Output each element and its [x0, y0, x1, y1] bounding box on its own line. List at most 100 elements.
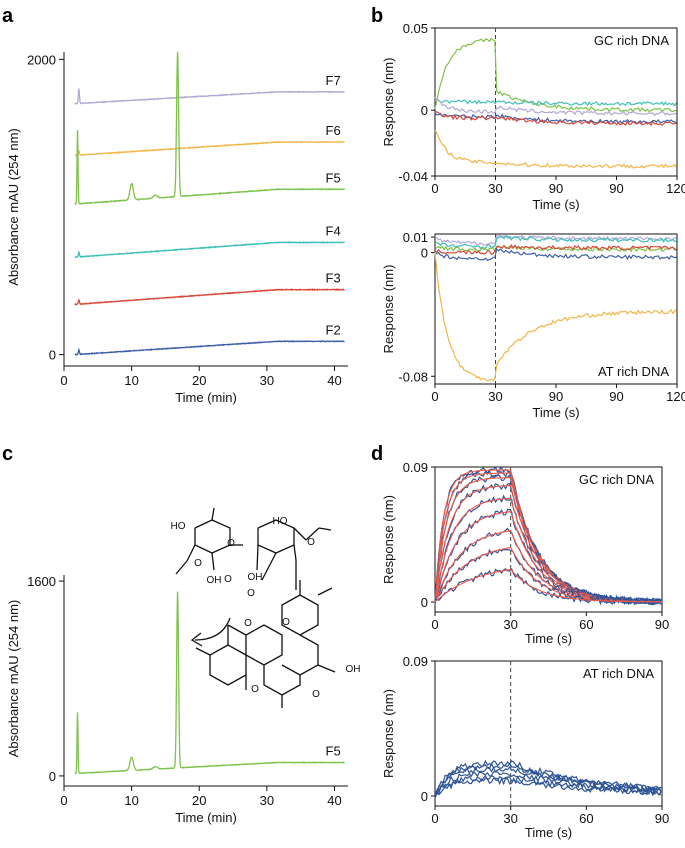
y-tick-label: 0 [421, 246, 428, 261]
y-tick-label: -0.08 [398, 369, 428, 384]
y-tick-label: 0 [421, 789, 428, 804]
trace-5 [434, 776, 662, 797]
structure-atom-label: O [224, 574, 232, 585]
plot-frame [434, 233, 678, 385]
x-tick-label: 90 [655, 811, 669, 826]
sensorgram-F4 [434, 235, 677, 249]
series-label-F2: F2 [326, 322, 341, 337]
x-tick-label: 0 [431, 811, 438, 826]
structure-atom-label: O [282, 617, 290, 628]
sensorgram-F5 [434, 37, 677, 113]
y-tick-label: 0.05 [403, 21, 428, 36]
y-tick-label: 0.09 [403, 460, 428, 475]
x-tick-label: 30 [488, 389, 502, 404]
trace-3 [434, 482, 662, 605]
y-tick-label: 0.09 [403, 654, 428, 669]
y-tick-label: 0.01 [403, 230, 428, 245]
y-axis-label: Absorbance mAU (254 nm) [6, 600, 21, 758]
sensorgram-F3 [434, 243, 677, 256]
structure-atom-label: O [307, 537, 315, 548]
y-tick-label: -0.04 [398, 169, 428, 184]
series-label-F4: F4 [326, 223, 341, 238]
y-tick-label: 0 [421, 595, 428, 610]
annotation-label: GC rich DNA [579, 472, 654, 487]
series-line-F5 [74, 51, 346, 205]
sensorgram-F6 [434, 252, 677, 382]
trace-1 [434, 762, 662, 799]
structure-atom-label: O [312, 689, 320, 700]
series-line-F7 [74, 88, 345, 105]
sensorgram-F2 [434, 247, 677, 262]
x-tick-label: 90 [549, 181, 563, 196]
y-axis-label: Response (nm) [381, 495, 396, 584]
x-tick-label: 40 [327, 373, 341, 388]
x-tick-label: 120 [666, 181, 685, 196]
series-label-F7: F7 [326, 73, 341, 88]
series-line-F4 [74, 241, 345, 259]
trace-4 [434, 494, 662, 605]
sensorgram-F2 [434, 112, 677, 125]
x-tick-label: 0 [60, 373, 67, 388]
panel-a-chromatogram: 0 10 20 30 40 0 2000 Time (min) Absorbance mAU (… [6, 51, 348, 405]
x-tick-label: 40 [327, 793, 341, 808]
x-tick-label: 90 [609, 389, 623, 404]
y-axis-label: Response (nm) [381, 689, 396, 778]
x-tick-label: 90 [549, 389, 563, 404]
y-tick-label: 0 [49, 348, 56, 363]
series-line-F6 [74, 140, 345, 157]
series-line-F5 [74, 591, 345, 775]
structure-atom-label: O [247, 588, 255, 599]
trace-5 [434, 508, 662, 605]
x-tick-label: 0 [431, 617, 438, 632]
x-tick-label: 10 [124, 793, 138, 808]
x-tick-label: 60 [579, 617, 593, 632]
structure-atom-label: O [227, 538, 235, 549]
annotation-label: AT rich DNA [583, 666, 654, 681]
structure-atom-label: O [244, 618, 252, 629]
annotation-label: GC rich DNA [594, 33, 669, 48]
structure-atom-label: HO [171, 521, 186, 532]
series-line-F3 [74, 288, 345, 306]
x-axis-label: Time (s) [532, 405, 579, 420]
x-tick-label: 10 [124, 373, 138, 388]
x-axis-label: Time (min) [175, 390, 237, 405]
x-tick-label: 120 [666, 389, 685, 404]
x-axis-label: Time (min) [175, 810, 237, 825]
trace-8 [434, 567, 662, 606]
panel-label-a: a [2, 5, 14, 27]
annotation-label: AT rich DNA [598, 364, 669, 379]
y-tick-label: 0 [49, 769, 56, 784]
panel-label-d: d [371, 443, 383, 465]
x-tick-label: 0 [431, 389, 438, 404]
x-tick-label: 90 [609, 181, 623, 196]
panel-label-c: c [2, 443, 13, 465]
panel-label-b: b [371, 5, 383, 27]
fit-curve-8 [434, 568, 663, 603]
y-tick-label: 0 [421, 103, 428, 118]
structure-atom-label: O [251, 684, 259, 695]
series-label-F6: F6 [326, 123, 341, 138]
x-tick-label: 20 [192, 793, 206, 808]
structure-atom-label: HO [273, 516, 288, 527]
sensorgram-F6 [434, 130, 677, 169]
series-label-F5: F5 [326, 744, 341, 759]
structure-atom-label: O [194, 558, 202, 569]
panel-d-gc-kinetics: 0 30 60 90 0.09 0 Time (s) Response (nm) GC rich… [381, 460, 669, 646]
fit-curve-4 [434, 497, 663, 603]
fit-curve-3 [434, 484, 662, 603]
x-tick-label: 0 [431, 181, 438, 196]
structure-atom-label: OH [207, 575, 222, 586]
series-label-F3: F3 [326, 271, 341, 286]
y-axis-label: Response (nm) [381, 58, 396, 147]
x-tick-label: 60 [579, 811, 593, 826]
sensorgram-F3 [434, 111, 677, 127]
trace-7 [434, 548, 662, 606]
x-tick-label: 90 [655, 617, 669, 632]
panel-d-at-kinetics: 0 30 60 90 0.09 0 Time (s) Response (nm) AT rich… [381, 654, 669, 840]
x-tick-label: 30 [488, 181, 502, 196]
sensorgram-F4 [434, 98, 677, 107]
